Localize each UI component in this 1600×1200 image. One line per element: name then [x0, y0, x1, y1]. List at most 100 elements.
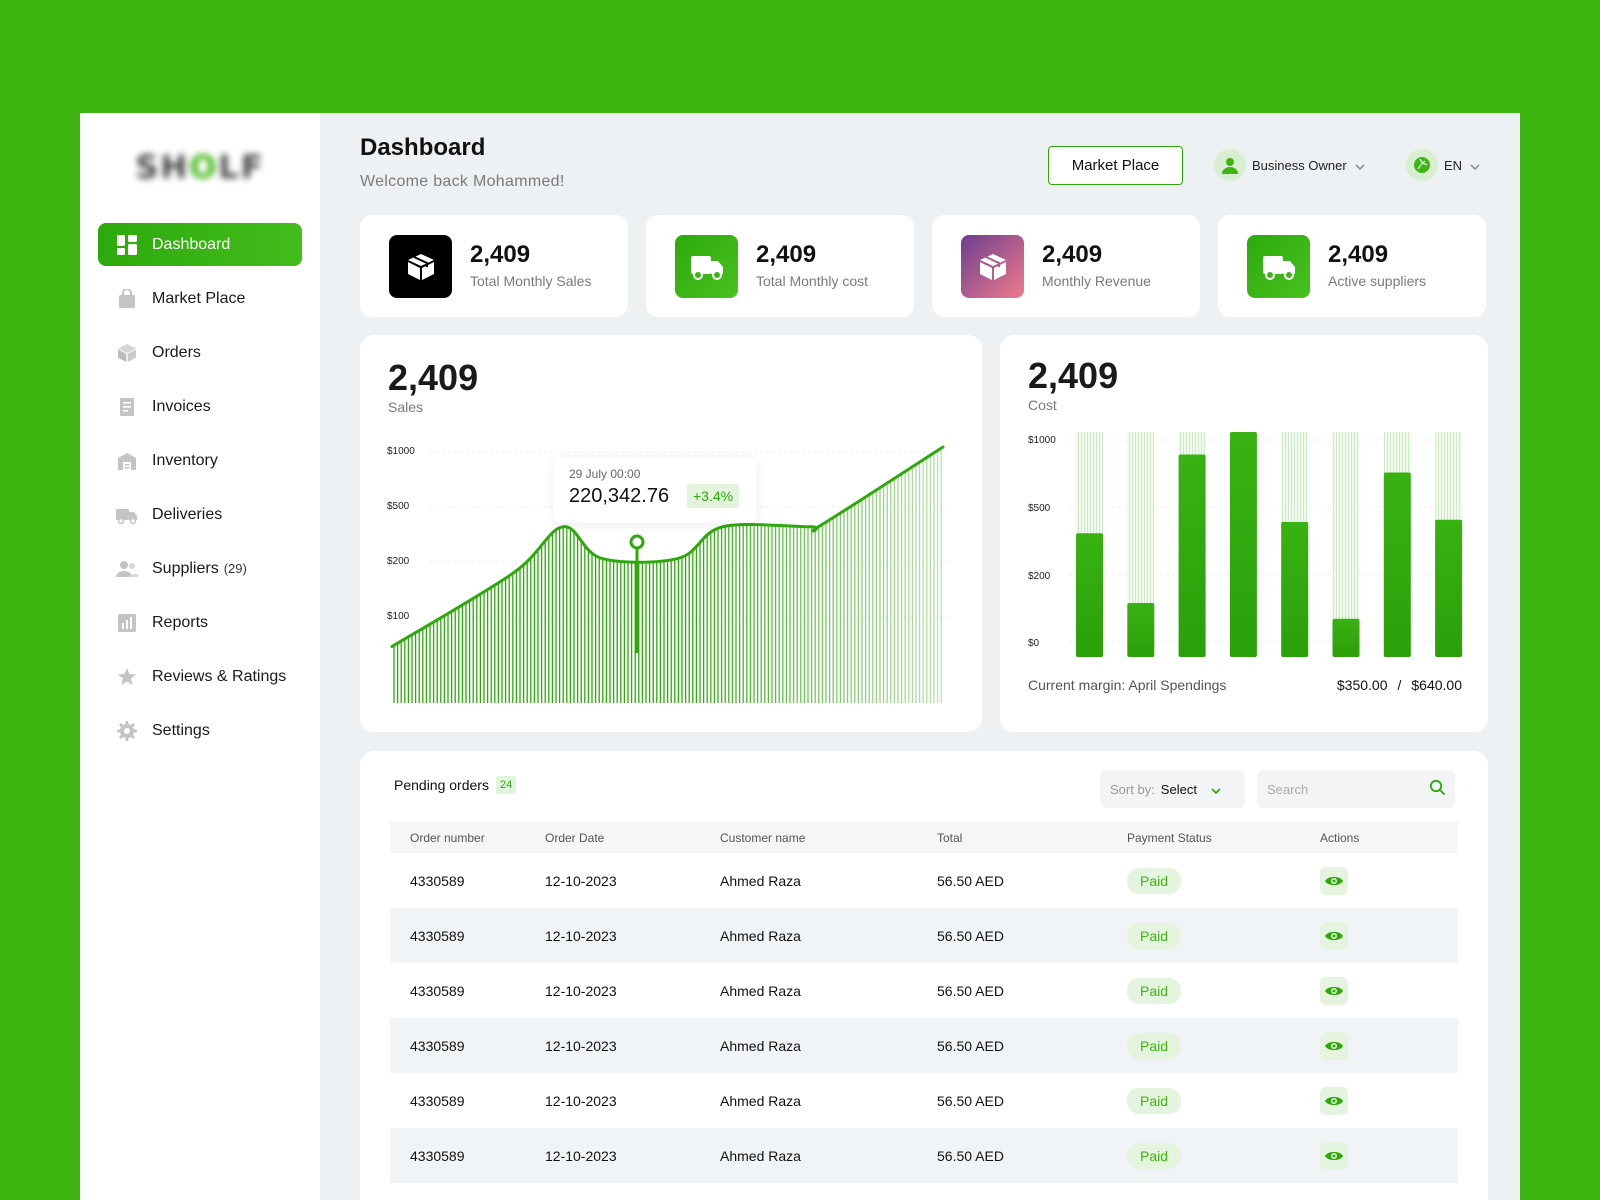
view-order-button[interactable] [1320, 1031, 1348, 1060]
sidebar-item-label: Orders [152, 343, 201, 361]
user-role: Business Owner [1252, 157, 1347, 173]
sales-chart-card: 2,409 Sales $1000 $500 $200 $100 29 July… [360, 335, 982, 732]
order-number: 4330589 [410, 927, 465, 944]
bar[interactable] [1332, 618, 1360, 657]
order-total: 56.50 AED [937, 1037, 1004, 1054]
order-total: 56.50 AED [937, 982, 1004, 999]
payment-status-cell: Paid [1127, 853, 1320, 908]
bar[interactable] [1281, 522, 1309, 657]
sidebar-item-orders[interactable]: Orders [98, 331, 302, 374]
sidebar-item-label: Reviews & Ratings [152, 667, 287, 685]
bag-icon [116, 288, 138, 310]
bar[interactable] [1383, 472, 1411, 658]
stat-label: Total Monthly Sales [470, 273, 592, 289]
sidebar-item-invoices[interactable]: Invoices [98, 385, 302, 428]
marketplace-button[interactable]: Market Place [1048, 146, 1183, 185]
actions-cell [1320, 1018, 1458, 1073]
sidebar-item-inventory[interactable]: Inventory [98, 439, 302, 482]
invoice-icon [116, 396, 138, 418]
actions-cell [1320, 908, 1458, 963]
tooltip-change-badge: +3.4% [687, 484, 740, 508]
search-input[interactable] [1267, 781, 1417, 797]
sidebar-item-suppliers[interactable]: Suppliers (29) [98, 547, 302, 590]
cost-value: 2,409 [1028, 355, 1119, 396]
cost-bar-chart [1070, 432, 1463, 658]
status-badge: Paid [1127, 922, 1182, 949]
order-number: 4330589 [410, 1147, 465, 1164]
cost-label: Cost [1028, 397, 1057, 413]
search-icon[interactable] [1429, 779, 1445, 800]
table-header-row: Order number Order Date Customer name To… [390, 822, 1458, 853]
logo: SHOLF [135, 148, 265, 186]
view-order-button[interactable] [1320, 976, 1348, 1005]
stat-card-monthly-revenue: 2,409 Monthly Revenue [932, 215, 1200, 317]
status-badge: Paid [1127, 1142, 1182, 1169]
y-tick: $200 [387, 556, 410, 567]
order-total: 56.50 AED [937, 872, 1004, 889]
sort-dropdown[interactable]: Sort by: Select [1100, 770, 1245, 808]
bar[interactable] [1229, 432, 1257, 657]
order-number: 4330589 [410, 1037, 465, 1054]
user-menu[interactable]: Business Owner [1214, 147, 1365, 183]
column-header[interactable]: Order number [410, 830, 485, 845]
table-row: 4330589 12-10-2023 Ahmed Raza 56.50 AED Paid [390, 908, 1458, 963]
sidebar-item-reviews[interactable]: Reviews & Ratings [98, 655, 302, 698]
table-row: 4330589 12-10-2023 Ahmed Raza 56.50 AED Paid [390, 853, 1458, 908]
sidebar-item-deliveries[interactable]: Deliveries [98, 493, 302, 536]
cost-chart-card: 2,409 Cost $1000 $500 $200 $0 Current ma… [1000, 335, 1488, 732]
bar[interactable] [1076, 533, 1103, 657]
dashboard-icon [116, 234, 138, 256]
box-icon [961, 235, 1024, 298]
sidebar-item-label: Inventory [152, 451, 218, 469]
eye-icon [1325, 1041, 1343, 1050]
customer-name: Ahmed Raza [720, 982, 801, 999]
sidebar-item-dashboard[interactable]: Dashboard [98, 223, 302, 266]
column-header[interactable]: Total [937, 830, 963, 845]
bar[interactable] [1127, 603, 1155, 657]
table-row: 4330589 12-10-2023 Ahmed Raza 56.50 AED Paid [390, 1073, 1458, 1128]
view-order-button[interactable] [1320, 1086, 1348, 1115]
sidebar-item-market-place[interactable]: Market Place [98, 277, 302, 320]
payment-status-cell: Paid [1127, 1073, 1320, 1128]
sidebar-item-label: Suppliers [152, 559, 219, 577]
margin-total: $640.00 [1411, 677, 1462, 693]
stat-value: 2,409 [470, 241, 531, 268]
search-box[interactable] [1257, 770, 1455, 808]
column-header[interactable]: Order Date [545, 830, 605, 845]
y-tick: $100 [387, 611, 410, 622]
y-tick: $500 [1028, 503, 1051, 514]
sidebar-item-reports[interactable]: Reports [98, 601, 302, 644]
stat-label: Monthly Revenue [1042, 273, 1151, 289]
language-selector[interactable]: EN [1406, 147, 1480, 183]
customer-name: Ahmed Raza [720, 872, 801, 889]
bar-track [1127, 432, 1155, 657]
order-date: 12-10-2023 [545, 1092, 617, 1109]
view-order-button[interactable] [1320, 921, 1348, 950]
chart-tooltip: 29 July 00:00 220,342.76 +3.4% [553, 457, 757, 523]
status-badge: Paid [1127, 977, 1182, 1004]
sales-value: 2,409 [388, 357, 479, 398]
sidebar-item-settings[interactable]: Settings [98, 709, 302, 752]
view-order-button[interactable] [1320, 866, 1348, 895]
customer-name: Ahmed Raza [720, 927, 801, 944]
margin-values: $350.00 / $640.00 [1337, 677, 1462, 693]
count-badge: 24 [495, 776, 517, 794]
chevron-down-icon [1211, 782, 1221, 797]
column-header[interactable]: Customer name [720, 830, 806, 845]
bar[interactable] [1178, 454, 1206, 658]
bar-chart-icon [116, 612, 138, 634]
column-header[interactable]: Payment Status [1127, 830, 1212, 845]
customer-name: Ahmed Raza [720, 1092, 801, 1109]
order-date: 12-10-2023 [545, 927, 617, 944]
eye-icon [1325, 876, 1343, 885]
sales-series-line [390, 445, 945, 648]
bar[interactable] [1435, 519, 1463, 657]
actions-cell [1320, 963, 1458, 1018]
sidebar-item-label: Reports [152, 613, 209, 631]
chart-bars [1076, 432, 1463, 658]
actions-cell [1320, 1128, 1458, 1183]
app-window: SHOLF Dashboard Market Place Orders [80, 113, 1520, 1200]
view-order-button[interactable] [1320, 1141, 1348, 1170]
status-badge: Paid [1127, 867, 1182, 894]
highlight-marker-point[interactable] [629, 534, 645, 550]
